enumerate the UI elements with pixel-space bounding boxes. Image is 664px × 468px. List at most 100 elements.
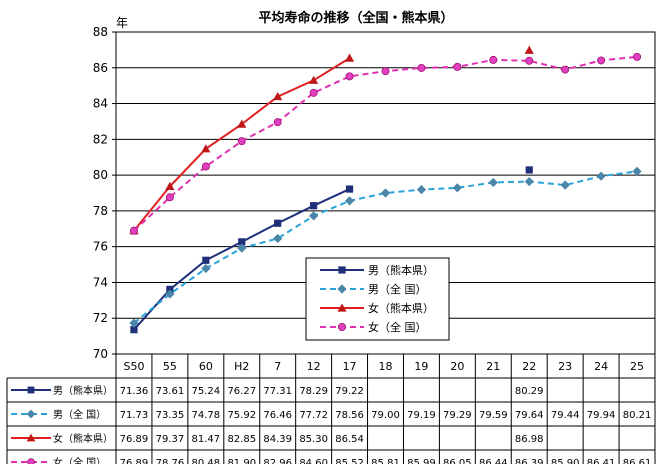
data-point — [273, 233, 283, 244]
table-cell-value: 86.39 — [515, 458, 544, 464]
data-point — [524, 45, 534, 54]
table-cell-value: 80.21 — [623, 410, 652, 421]
table-cell-value: 85.81 — [371, 458, 400, 464]
legend-marker — [337, 303, 347, 312]
table-cell-value: 75.24 — [192, 386, 221, 397]
y-tick-label: 76 — [93, 240, 108, 254]
legend-label: 女（全 国） — [368, 320, 427, 334]
data-point — [202, 256, 210, 264]
data-point — [525, 56, 534, 65]
table-cell-value: 81.47 — [192, 434, 221, 445]
data-point — [238, 238, 246, 246]
data-point — [345, 185, 354, 193]
x-tick-label: 55 — [163, 360, 177, 373]
y-tick-label: 72 — [93, 311, 108, 325]
data-point — [633, 52, 642, 61]
data-point — [344, 53, 355, 62]
data-point — [525, 166, 533, 174]
x-tick-label: 17 — [343, 360, 357, 373]
y-tick-label: 80 — [93, 168, 108, 182]
series-line — [133, 170, 638, 324]
legend-marker — [337, 322, 346, 331]
table-cell-value: 71.73 — [120, 410, 149, 421]
table-cell-value: 86.61 — [623, 458, 652, 464]
legend-label: 男（全 国） — [368, 282, 427, 296]
table-cell-value: 78.29 — [299, 386, 328, 397]
table-cell-value: 85.30 — [299, 434, 328, 445]
table-cell-value: 76.46 — [263, 410, 292, 421]
data-point — [165, 181, 175, 190]
table-cell-value: 79.64 — [515, 410, 544, 421]
table-cell-value: 85.52 — [335, 458, 364, 464]
legend: 男（熊本県） 男（全 国） 女（熊本県） 女（全 国） — [305, 257, 450, 341]
table-cell-value: 79.19 — [407, 410, 436, 421]
data-point — [273, 91, 283, 101]
table-cell-value: 76.27 — [227, 386, 256, 397]
table-legend-marker — [27, 458, 35, 466]
data-point — [237, 137, 246, 146]
table-cell-value: 86.98 — [515, 434, 544, 445]
data-point — [417, 63, 426, 72]
series-1 — [129, 166, 642, 328]
x-tick-label: 20 — [450, 360, 464, 373]
table-cell-value: 76.89 — [120, 458, 149, 464]
table-row-label: 女（全 国） — [53, 456, 106, 464]
legend-label: 男（熊本県） — [368, 263, 434, 277]
table-cell-value: 82.85 — [227, 434, 256, 445]
table-legend-marker — [27, 386, 35, 394]
table-cell-value: 71.36 — [120, 386, 149, 397]
table-row-label: 女（熊本県） — [53, 432, 113, 445]
legend-marker — [338, 266, 346, 274]
table-cell-value: 79.94 — [587, 410, 616, 421]
table-cell-value: 82.96 — [263, 458, 292, 464]
table-cell-value: 79.44 — [551, 410, 580, 421]
table-cell-value: 79.00 — [371, 410, 400, 421]
y-tick-label: 70 — [93, 347, 108, 361]
data-point — [165, 289, 175, 299]
data-point — [201, 144, 211, 153]
table-cell-value: 76.89 — [120, 434, 149, 445]
table-cell-value: 74.78 — [192, 410, 221, 421]
data-point — [345, 72, 354, 81]
table-cell-value: 77.31 — [263, 386, 292, 397]
data-point — [452, 183, 462, 193]
data-point — [165, 193, 174, 202]
x-tick-label: 24 — [594, 360, 608, 373]
x-tick-label: 18 — [379, 360, 393, 373]
x-tick-label: H2 — [234, 360, 249, 373]
data-point — [488, 177, 498, 188]
table-cell-value: 86.05 — [443, 458, 472, 464]
table-cell-value: 79.29 — [443, 410, 472, 421]
y-tick-label: 82 — [93, 132, 108, 146]
table-cell-value: 77.72 — [299, 410, 328, 421]
x-tick-label: S50 — [123, 360, 144, 373]
y-axis-unit-label: 年 — [116, 16, 128, 30]
table-cell-value: 86.44 — [479, 458, 508, 464]
data-point — [273, 118, 282, 127]
series-3 — [129, 52, 642, 235]
table-cell-value: 85.99 — [407, 458, 436, 464]
table-cell-value: 81.90 — [227, 458, 256, 464]
table-cell-value: 73.35 — [156, 410, 185, 421]
table-cell-value: 86.54 — [335, 434, 364, 445]
x-tick-label: 21 — [486, 360, 500, 373]
x-tick-label: 60 — [199, 360, 213, 373]
table-cell-value: 79.37 — [156, 434, 185, 445]
data-point — [237, 119, 247, 128]
data-point — [201, 263, 211, 274]
legend-label: 女（熊本県） — [368, 301, 434, 315]
table-cell-value: 73.61 — [156, 386, 185, 397]
data-point — [129, 226, 138, 235]
y-tick-label: 86 — [93, 61, 108, 75]
table-cell-value: 80.29 — [515, 386, 544, 397]
x-tick-label: 23 — [558, 360, 572, 373]
table-cell-value: 78.76 — [156, 458, 185, 464]
data-point — [380, 188, 391, 198]
table-legend-marker — [26, 433, 36, 442]
data-point — [201, 162, 210, 171]
x-tick-label: 12 — [307, 360, 321, 373]
data-point — [560, 180, 570, 190]
table-cell-value: 85.90 — [551, 458, 580, 464]
x-tick-label: 25 — [630, 360, 644, 373]
